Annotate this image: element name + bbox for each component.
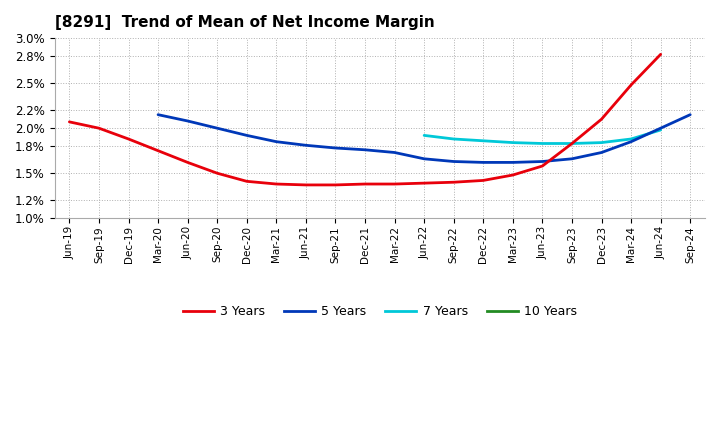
5 Years xyxy=(508,160,517,165)
3 Years xyxy=(331,182,340,187)
5 Years xyxy=(567,156,576,161)
7 Years xyxy=(449,136,458,142)
5 Years xyxy=(449,159,458,164)
7 Years xyxy=(567,141,576,146)
3 Years xyxy=(124,136,132,142)
3 Years xyxy=(538,163,546,169)
3 Years xyxy=(272,181,281,187)
5 Years xyxy=(657,125,665,131)
Legend: 3 Years, 5 Years, 7 Years, 10 Years: 3 Years, 5 Years, 7 Years, 10 Years xyxy=(178,300,582,323)
Line: 5 Years: 5 Years xyxy=(158,115,690,162)
3 Years xyxy=(154,148,163,154)
7 Years xyxy=(420,133,428,138)
7 Years xyxy=(657,127,665,132)
5 Years xyxy=(302,143,310,148)
5 Years xyxy=(597,150,606,155)
3 Years xyxy=(302,182,310,187)
7 Years xyxy=(508,140,517,145)
7 Years xyxy=(597,140,606,145)
3 Years xyxy=(479,178,487,183)
3 Years xyxy=(449,180,458,185)
7 Years xyxy=(479,138,487,143)
5 Years xyxy=(361,147,369,152)
5 Years xyxy=(272,139,281,144)
3 Years xyxy=(567,141,576,146)
3 Years xyxy=(390,181,399,187)
5 Years xyxy=(154,112,163,117)
3 Years xyxy=(361,181,369,187)
5 Years xyxy=(479,160,487,165)
Text: [8291]  Trend of Mean of Net Income Margin: [8291] Trend of Mean of Net Income Margi… xyxy=(55,15,434,30)
Line: 7 Years: 7 Years xyxy=(424,130,661,143)
7 Years xyxy=(538,141,546,146)
5 Years xyxy=(420,156,428,161)
3 Years xyxy=(597,117,606,122)
5 Years xyxy=(243,133,251,138)
3 Years xyxy=(213,171,222,176)
3 Years xyxy=(627,82,636,88)
5 Years xyxy=(686,112,695,117)
5 Years xyxy=(627,139,636,144)
3 Years xyxy=(184,160,192,165)
3 Years xyxy=(65,119,73,125)
3 Years xyxy=(508,172,517,178)
5 Years xyxy=(184,118,192,124)
3 Years xyxy=(420,180,428,186)
5 Years xyxy=(538,159,546,164)
Line: 3 Years: 3 Years xyxy=(69,54,661,185)
5 Years xyxy=(213,125,222,131)
5 Years xyxy=(390,150,399,155)
3 Years xyxy=(657,51,665,57)
5 Years xyxy=(331,145,340,150)
3 Years xyxy=(243,179,251,184)
3 Years xyxy=(94,125,103,131)
7 Years xyxy=(627,136,636,142)
